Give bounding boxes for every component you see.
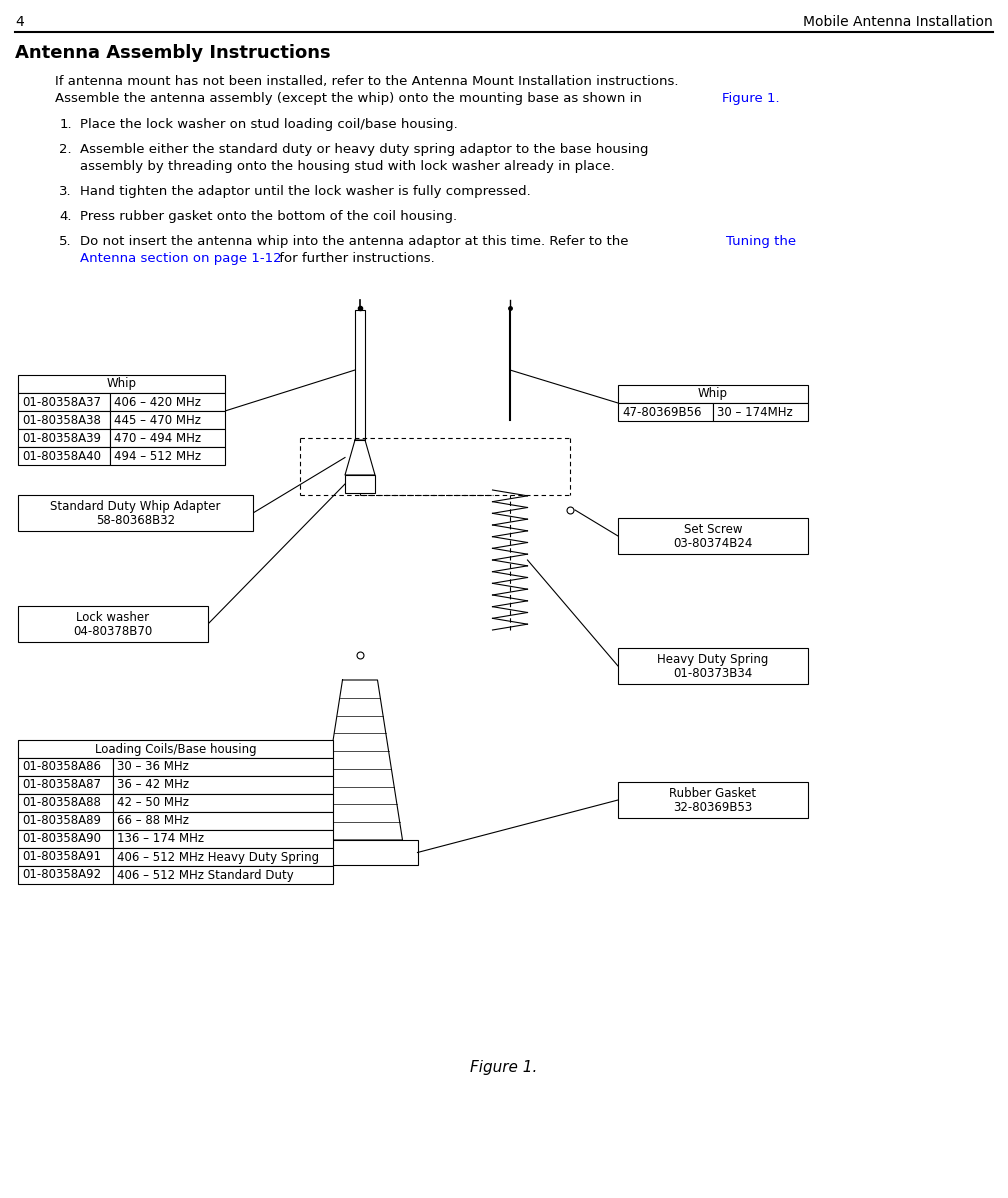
Bar [110,447,225,465]
Text: 01-80358A91: 01-80358A91 [22,851,101,864]
Text: 5.: 5. [59,235,72,248]
Bar [618,648,808,684]
Text: 04-80378B70: 04-80378B70 [74,625,152,639]
Text: 406 – 512 MHz Standard Duty: 406 – 512 MHz Standard Duty [117,869,293,882]
Bar [18,812,113,830]
Text: 01-80358A37: 01-80358A37 [22,395,101,409]
Text: Press rubber gasket onto the bottom of the coil housing.: Press rubber gasket onto the bottom of t… [80,210,457,223]
Bar [18,606,208,642]
Text: 3.: 3. [59,184,72,198]
Text: 01-80358A39: 01-80358A39 [22,431,101,444]
Text: Loading Coils/Base housing: Loading Coils/Base housing [95,743,256,756]
Bar [110,411,225,429]
Bar [18,794,113,812]
Bar [110,393,225,411]
Text: 470 – 494 MHz: 470 – 494 MHz [114,431,202,444]
Bar [18,375,225,393]
Text: Whip: Whip [107,377,136,391]
Text: Standard Duty Whip Adapter: Standard Duty Whip Adapter [50,500,221,513]
Bar [18,495,253,531]
Bar [113,848,333,866]
Text: Figure 1.: Figure 1. [722,92,779,105]
Text: 30 – 174MHz: 30 – 174MHz [717,405,792,418]
Text: Rubber Gasket: Rubber Gasket [669,787,757,800]
Text: 58-80368B32: 58-80368B32 [96,514,175,527]
Text: Whip: Whip [698,387,728,400]
Bar [18,447,110,465]
Text: 30 – 36 MHz: 30 – 36 MHz [117,761,188,774]
Text: 01-80358A40: 01-80358A40 [22,449,101,462]
Text: 494 – 512 MHz: 494 – 512 MHz [114,449,202,462]
Bar [355,310,365,440]
Text: 1.: 1. [59,117,72,131]
Text: 01-80358A87: 01-80358A87 [22,779,101,792]
Bar [113,830,333,848]
Text: 01-80358A90: 01-80358A90 [22,833,101,846]
Text: 406 – 420 MHz: 406 – 420 MHz [114,395,201,409]
Text: 01-80358A38: 01-80358A38 [22,413,101,426]
Text: for further instructions.: for further instructions. [275,252,434,265]
Text: 445 – 470 MHz: 445 – 470 MHz [114,413,201,426]
Text: Tuning the: Tuning the [726,235,796,248]
Bar [113,812,333,830]
Text: Assemble either the standard duty or heavy duty spring adaptor to the base housi: Assemble either the standard duty or hea… [80,143,648,156]
Text: 4: 4 [15,16,24,29]
Text: If antenna mount has not been installed, refer to the Antenna Mount Installation: If antenna mount has not been installed,… [55,75,678,87]
Text: 4.: 4. [59,210,72,223]
Text: 136 – 174 MHz: 136 – 174 MHz [117,833,205,846]
Text: Mobile Antenna Installation: Mobile Antenna Installation [803,16,993,29]
Bar [18,776,113,794]
Text: Set Screw: Set Screw [683,524,742,536]
Text: 66 – 88 MHz: 66 – 88 MHz [117,815,190,828]
Bar [18,740,333,758]
Bar [18,393,110,411]
Bar [18,758,113,776]
Text: assembly by threading onto the housing stud with lock washer already in place.: assembly by threading onto the housing s… [80,161,615,173]
Bar [110,429,225,447]
Text: 01-80358A86: 01-80358A86 [22,761,101,774]
Bar [302,840,417,865]
Text: Antenna section on page 1-12: Antenna section on page 1-12 [80,252,281,265]
Bar [18,848,113,866]
Bar [113,794,333,812]
Text: 32-80369B53: 32-80369B53 [673,801,753,815]
Bar [345,474,375,494]
Bar [18,830,113,848]
Text: 03-80374B24: 03-80374B24 [673,538,753,550]
Text: Figure 1.: Figure 1. [471,1060,537,1075]
Text: Heavy Duty Spring: Heavy Duty Spring [657,653,769,666]
Bar [618,403,713,420]
Bar [113,758,333,776]
Text: Antenna Assembly Instructions: Antenna Assembly Instructions [15,44,331,62]
Bar [713,403,808,420]
Text: 01-80358A89: 01-80358A89 [22,815,101,828]
Text: 406 – 512 MHz Heavy Duty Spring: 406 – 512 MHz Heavy Duty Spring [117,851,320,864]
Bar [113,776,333,794]
Bar [618,518,808,553]
Bar [618,385,808,403]
Bar [18,429,110,447]
Text: Lock washer: Lock washer [77,611,149,624]
Text: 36 – 42 MHz: 36 – 42 MHz [117,779,190,792]
Text: Place the lock washer on stud loading coil/base housing.: Place the lock washer on stud loading co… [80,117,458,131]
Text: 2.: 2. [59,143,72,156]
Bar [18,866,113,884]
Bar [618,782,808,818]
Bar [18,411,110,429]
Text: 01-80373B34: 01-80373B34 [673,667,753,680]
Text: 47-80369B56: 47-80369B56 [622,405,702,418]
Text: Do not insert the antenna whip into the antenna adaptor at this time. Refer to t: Do not insert the antenna whip into the … [80,235,633,248]
Text: Hand tighten the adaptor until the lock washer is fully compressed.: Hand tighten the adaptor until the lock … [80,184,531,198]
Text: Assemble the antenna assembly (except the whip) onto the mounting base as shown : Assemble the antenna assembly (except th… [55,92,646,105]
Text: 01-80358A88: 01-80358A88 [22,797,101,810]
Bar [113,866,333,884]
Text: 42 – 50 MHz: 42 – 50 MHz [117,797,190,810]
Text: 01-80358A92: 01-80358A92 [22,869,101,882]
